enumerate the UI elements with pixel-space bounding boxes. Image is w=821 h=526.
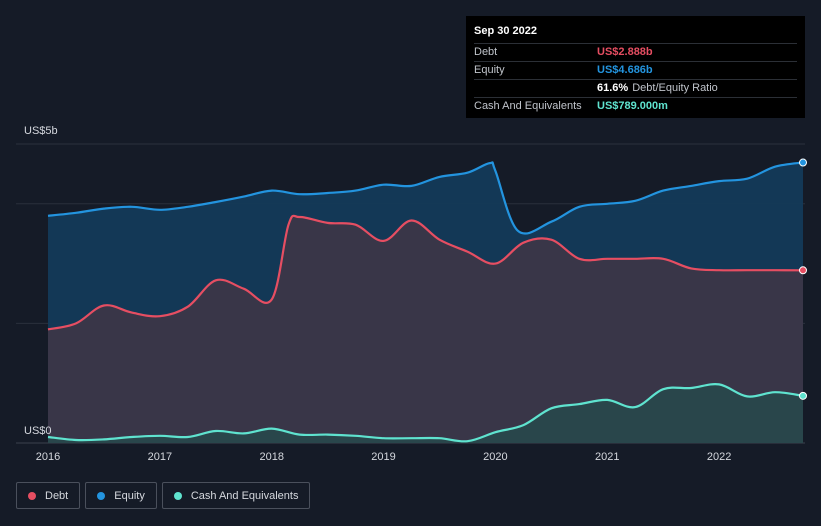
- legend-dot-debt: [28, 491, 36, 500]
- x-tick-label-2016: 2016: [35, 451, 61, 463]
- tooltip-row-cash: Cash And Equivalents US$789.000m: [474, 97, 797, 115]
- endpoint-debt: [799, 266, 807, 275]
- line-equity: [47, 161, 804, 235]
- legend-dot-equity: [97, 491, 106, 500]
- tooltip-ratio-caption: Debt/Equity Ratio: [632, 82, 718, 94]
- legend-label-debt: Debt: [45, 489, 69, 502]
- x-tick-label-2019: 2019: [371, 451, 396, 463]
- y-tick-label-top: US$5b: [24, 125, 58, 137]
- x-tick-label-2020: 2020: [483, 451, 508, 463]
- tooltip-panel: Sep 30 2022 Debt US$2.888b Equity US$4.6…: [466, 16, 805, 118]
- x-tick-label-2017: 2017: [147, 451, 173, 463]
- x-tick-label-2018: 2018: [259, 451, 284, 463]
- tooltip-row-debt: Debt US$2.888b: [474, 43, 797, 61]
- legend-item-cash[interactable]: Cash And Equivalents: [161, 482, 311, 509]
- tooltip-ratio-label: [474, 80, 597, 97]
- tooltip-equity-label: Equity: [474, 64, 505, 76]
- endpoint-cash-and-equivalents: [799, 391, 807, 400]
- line-debt: [47, 214, 804, 331]
- area-cash-and-equivalents: [48, 384, 803, 443]
- x-tick-label-2021: 2021: [595, 451, 620, 463]
- tooltip-debt-value: US$2.888b: [597, 46, 653, 58]
- tooltip-ratio-value: 61.6%: [597, 82, 629, 94]
- tooltip-debt-label: Debt: [474, 46, 498, 58]
- y-tick-label-bottom: US$0: [24, 425, 52, 437]
- area-debt: [48, 215, 803, 443]
- legend-item-equity[interactable]: Equity: [85, 482, 157, 509]
- line-cash-and-equivalents: [47, 383, 804, 443]
- legend: Debt Equity Cash And Equivalents: [16, 482, 311, 509]
- tooltip-equity-value: US$4.686b: [597, 64, 653, 76]
- legend-dot-cash: [173, 491, 182, 500]
- legend-label-cash: Cash And Equivalents: [190, 489, 299, 502]
- tooltip-cash-label: Cash And Equivalents: [474, 100, 582, 112]
- x-tick-label-2022: 2022: [706, 451, 732, 463]
- tooltip-row-equity: Equity US$4.686b: [474, 61, 797, 79]
- tooltip-cash-value: US$789.000m: [597, 100, 668, 112]
- endpoint-equity: [799, 158, 807, 167]
- legend-label-equity: Equity: [114, 489, 145, 502]
- tooltip-date: Sep 30 2022: [474, 25, 537, 37]
- legend-item-debt[interactable]: Debt: [16, 482, 81, 509]
- tooltip-row-ratio: 61.6% Debt/Equity Ratio: [474, 79, 797, 97]
